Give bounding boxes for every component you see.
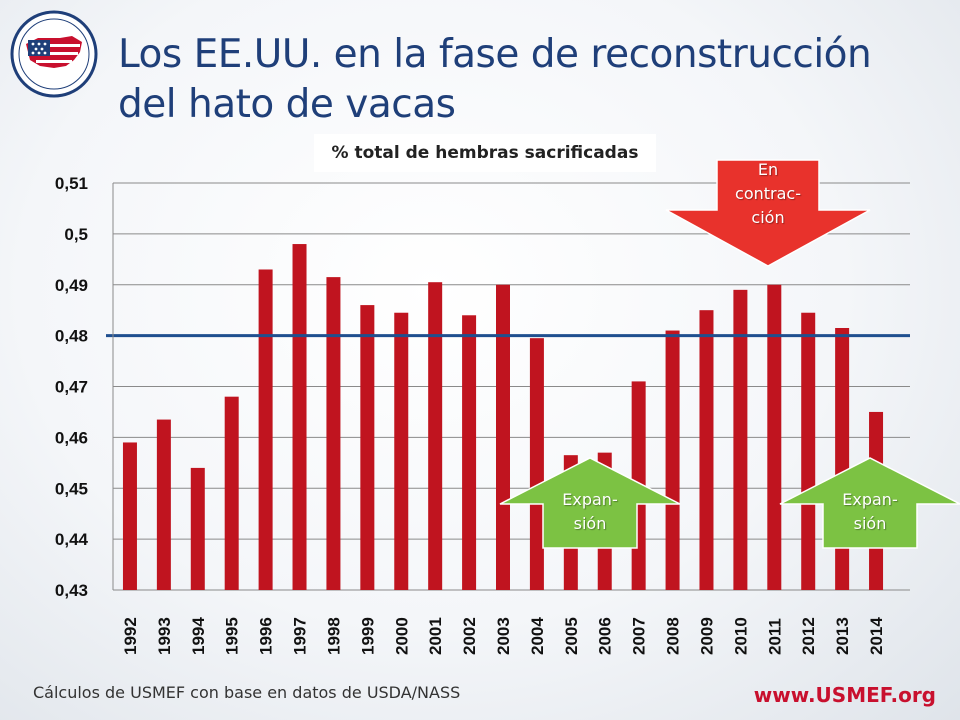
bar bbox=[258, 269, 273, 590]
x-tick-label: 2009 bbox=[697, 617, 716, 655]
bar bbox=[326, 277, 341, 590]
callout-expansion-right-line-1: Expan- bbox=[842, 490, 898, 509]
x-tick-label: 1996 bbox=[257, 617, 276, 655]
bar bbox=[767, 284, 782, 590]
x-tick-label: 1998 bbox=[324, 617, 343, 655]
bar bbox=[462, 315, 477, 590]
x-tick-label: 2010 bbox=[731, 617, 750, 655]
callout-expansion-left-label: Expan- sión bbox=[543, 488, 637, 536]
y-tick-label: 0,46 bbox=[55, 428, 88, 447]
callout-expansion-right-line-2: sión bbox=[853, 514, 887, 533]
x-tick-label: 1995 bbox=[223, 617, 242, 655]
x-tick-label: 2011 bbox=[765, 618, 784, 655]
x-tick-label: 2002 bbox=[460, 617, 479, 655]
page-title: Los EE.UU. en la fase de reconstrucción … bbox=[118, 30, 898, 130]
source-note: Cálculos de USMEF con base en datos de U… bbox=[33, 683, 461, 702]
x-tick-label: 2008 bbox=[664, 617, 683, 655]
bar bbox=[665, 330, 680, 590]
x-tick-label: 2001 bbox=[426, 617, 445, 655]
callout-contraction-line-3: ción bbox=[751, 208, 785, 227]
y-tick-label: 0,48 bbox=[55, 327, 88, 346]
y-tick-label: 0,44 bbox=[55, 530, 89, 549]
bar bbox=[496, 284, 510, 590]
x-tick-label: 2006 bbox=[596, 617, 615, 655]
bar bbox=[428, 282, 443, 590]
callout-expansion-left-line-1: Expan- bbox=[562, 490, 618, 509]
bar bbox=[190, 467, 205, 590]
x-tick-label: 2012 bbox=[799, 617, 818, 655]
chart-title: % total de hembras sacrificadas bbox=[314, 134, 656, 172]
x-tick-label: 1994 bbox=[189, 617, 208, 655]
callout-contraction-line-2: contrac- bbox=[735, 184, 801, 203]
x-tick-label: 2003 bbox=[494, 617, 513, 655]
x-tick-label: 2004 bbox=[528, 617, 547, 655]
bar bbox=[224, 396, 239, 590]
x-tick-label: 1993 bbox=[155, 617, 174, 655]
y-tick-label: 0,45 bbox=[55, 479, 88, 498]
bar bbox=[835, 327, 850, 590]
y-tick-label: 0,47 bbox=[55, 378, 88, 397]
y-tick-label: 0,5 bbox=[64, 225, 88, 244]
x-tick-label: 2013 bbox=[833, 617, 852, 655]
bar bbox=[529, 338, 544, 590]
x-tick-label: 1992 bbox=[121, 617, 140, 655]
x-tick-label: 2007 bbox=[630, 617, 649, 655]
callout-expansion-left-line-2: sión bbox=[573, 514, 607, 533]
title-line-1: Los EE.UU. en la fase de reconstrucción bbox=[118, 32, 872, 77]
callout-expansion-right-label: Expan- sión bbox=[823, 488, 917, 536]
bar bbox=[699, 310, 714, 590]
x-tick-label: 2000 bbox=[392, 617, 411, 655]
bar bbox=[394, 312, 409, 590]
y-tick-label: 0,49 bbox=[55, 276, 88, 295]
bar bbox=[122, 442, 137, 590]
bar bbox=[156, 419, 171, 590]
callout-contraction-line-1: En bbox=[757, 160, 779, 179]
y-tick-label: 0,43 bbox=[55, 581, 88, 600]
website-link[interactable]: www.USMEF.org bbox=[753, 683, 936, 707]
bar bbox=[801, 312, 816, 590]
x-tick-label: 1999 bbox=[358, 617, 377, 655]
x-tick-label: 2014 bbox=[867, 617, 886, 655]
y-tick-label: 0,51 bbox=[55, 174, 88, 193]
usmef-logo bbox=[10, 10, 98, 98]
bar bbox=[292, 244, 307, 591]
bar bbox=[733, 289, 748, 590]
callout-contraction-label: En contrac- ción bbox=[717, 158, 819, 230]
title-line-2: del hato de vacas bbox=[118, 82, 456, 127]
bar bbox=[631, 381, 646, 590]
bar bbox=[360, 305, 375, 590]
x-tick-label: 2005 bbox=[562, 617, 581, 655]
x-tick-label: 1997 bbox=[291, 617, 310, 655]
